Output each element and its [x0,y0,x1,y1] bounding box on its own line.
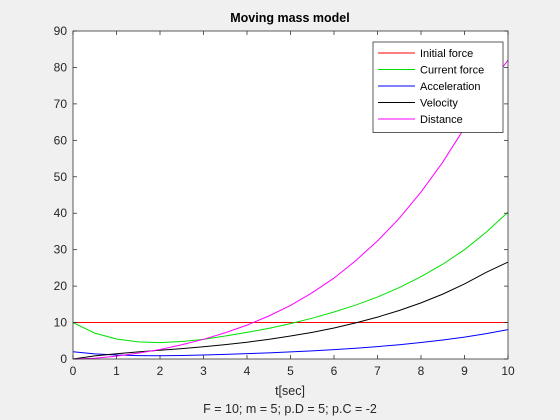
x-tick-label: 5 [287,364,294,378]
x-tick-label: 8 [418,364,425,378]
y-tick-label: 50 [54,170,68,184]
y-tick-label: 10 [54,316,68,330]
x-tick-label: 3 [200,364,207,378]
legend-label-distance: Distance [420,114,463,126]
legend: Initial force Current force Acceleration Ve… [373,42,503,133]
x-tick-label: 2 [157,364,164,378]
y-tick-label: 80 [54,60,68,74]
y-tick-label: 70 [54,97,68,111]
x-axis-caption: F = 10; m = 5; p.D = 5; p.C = -2 [203,402,377,416]
legend-label-current-force: Current force [420,65,484,77]
x-tick-label: 10 [501,364,515,378]
x-tick-label: 0 [70,364,77,378]
x-tick-label: 4 [244,364,251,378]
y-tick-label: 20 [54,279,68,293]
legend-label-initial-force: Initial force [420,48,473,60]
y-tick-label: 60 [54,133,68,147]
y-tick-label: 30 [54,243,68,257]
y-tick-label: 40 [54,206,68,220]
legend-label-acceleration: Acceleration [420,81,481,93]
chart-title: Moving mass model [230,11,349,25]
x-tick-label: 6 [331,364,338,378]
x-tick-label: 7 [374,364,381,378]
x-tick-label: 9 [461,364,468,378]
y-tick-label: 90 [54,24,68,38]
y-tick-label: 0 [60,352,67,366]
legend-label-velocity: Velocity [420,98,458,110]
x-axis-label: t[sec] [275,384,305,398]
x-tick-label: 1 [113,364,120,378]
